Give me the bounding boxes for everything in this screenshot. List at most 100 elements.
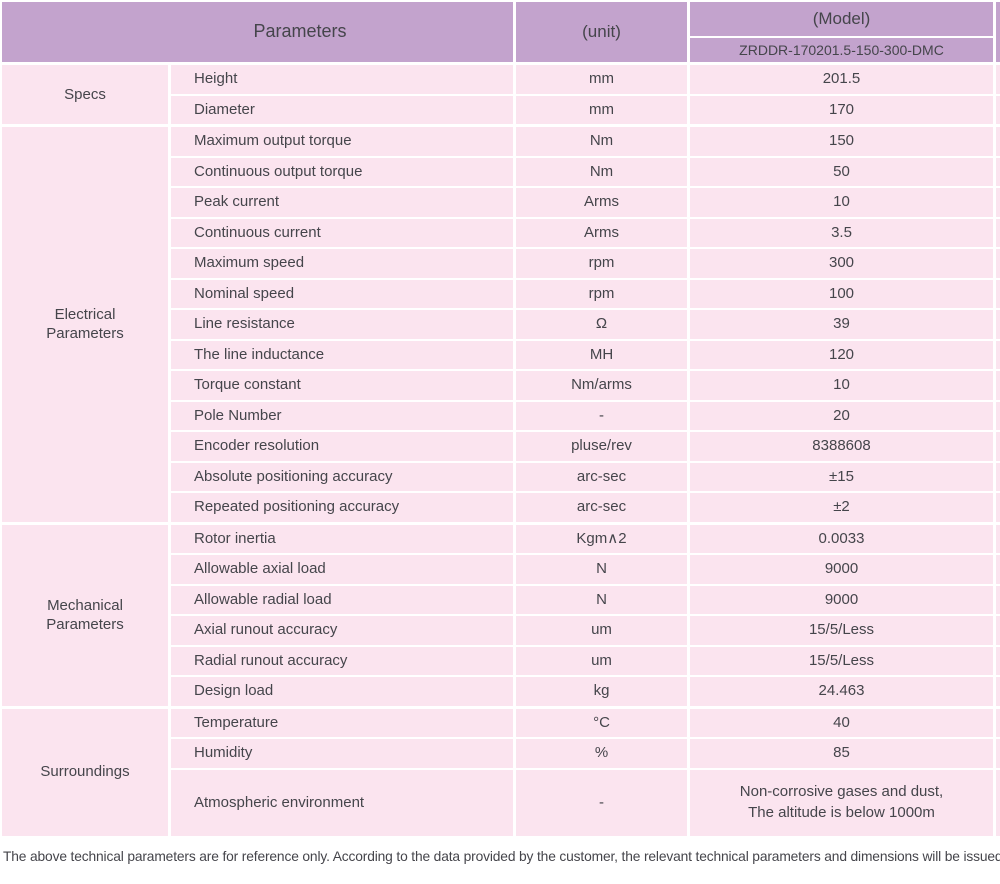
spec-table: Parameters (unit) (Model) ZRDDR-170201.5… [2, 2, 1000, 864]
table-right-edge [996, 95, 1000, 124]
section-specs: Specs Height mm 201.5 Diameter mm 170 [2, 65, 1000, 124]
table-right-edge [996, 65, 1000, 94]
unit-cell: Arms [516, 218, 687, 247]
unit-cell: mm [516, 65, 687, 94]
table-right-edge [996, 493, 1000, 522]
group-cell-electrical: Electrical Parameters [2, 127, 168, 522]
group-label-line2: Parameters [46, 325, 124, 343]
group-cell-surroundings: Surroundings [2, 708, 168, 836]
footer-note: The above technical parameters are for r… [3, 848, 1000, 864]
group-label: Specs [64, 85, 106, 103]
unit-cell: MH [516, 340, 687, 369]
value-cell: 15/5/Less [690, 646, 993, 675]
value-line: The altitude is below 1000m [748, 803, 935, 821]
value-cell: 15/5/Less [690, 616, 993, 645]
group-label: Electrical [54, 305, 116, 323]
value-cell: Non-corrosive gases and dust, The altitu… [690, 769, 993, 836]
unit-cell: Ω [516, 310, 687, 339]
param-cell: Radial runout accuracy [171, 646, 513, 675]
table-right-edge [996, 2, 1000, 62]
section-mechanical: Mechanical Parameters Rotor inertia Kgm∧… [2, 524, 1000, 706]
unit-cell: Nm [516, 157, 687, 186]
section-surroundings: Surroundings Temperature °C 40 Humidity … [2, 708, 1000, 836]
param-cell: Axial runout accuracy [171, 616, 513, 645]
value-cell: 10 [690, 188, 993, 217]
unit-cell: N [516, 555, 687, 584]
table-right-edge [996, 401, 1000, 430]
unit-cell: - [516, 769, 687, 836]
value-cell: ±2 [690, 493, 993, 522]
table-right-edge [996, 462, 1000, 491]
param-cell: Absolute positioning accuracy [171, 462, 513, 491]
unit-cell: um [516, 616, 687, 645]
table-right-edge [996, 708, 1000, 737]
unit-cell: N [516, 585, 687, 614]
value-cell: 201.5 [690, 65, 993, 94]
unit-cell: rpm [516, 279, 687, 308]
table-right-edge [996, 127, 1000, 156]
param-cell: Continuous output torque [171, 157, 513, 186]
header-model: (Model) [690, 2, 993, 36]
value-cell: 85 [690, 739, 993, 768]
table-right-edge [996, 432, 1000, 461]
table-right-edge [996, 524, 1000, 553]
unit-cell: % [516, 739, 687, 768]
param-cell: Allowable radial load [171, 585, 513, 614]
unit-cell: kg [516, 677, 687, 706]
table-right-edge [996, 769, 1000, 836]
value-cell: 24.463 [690, 677, 993, 706]
param-cell: Pole Number [171, 401, 513, 430]
group-cell-mechanical: Mechanical Parameters [2, 524, 168, 706]
group-label: Mechanical [47, 596, 123, 614]
param-cell: Allowable axial load [171, 555, 513, 584]
param-cell: Torque constant [171, 371, 513, 400]
table-right-edge [996, 340, 1000, 369]
value-line: Non-corrosive gases and dust, [739, 783, 944, 801]
group-label: Surroundings [40, 763, 130, 781]
table-right-edge [996, 646, 1000, 675]
table-right-edge [996, 279, 1000, 308]
value-cell: 8388608 [690, 432, 993, 461]
value-cell: 20 [690, 401, 993, 430]
table-right-edge [996, 310, 1000, 339]
value-cell: 120 [690, 340, 993, 369]
group-cell-specs: Specs [2, 65, 168, 124]
table-right-edge [996, 157, 1000, 186]
param-cell: Rotor inertia [171, 524, 513, 553]
unit-cell: arc-sec [516, 493, 687, 522]
value-cell: 40 [690, 708, 993, 737]
table-right-edge [996, 371, 1000, 400]
param-cell: Continuous current [171, 218, 513, 247]
unit-cell: - [516, 401, 687, 430]
value-cell: ±15 [690, 462, 993, 491]
param-cell: Nominal speed [171, 279, 513, 308]
unit-cell: Nm/arms [516, 371, 687, 400]
param-cell: Diameter [171, 95, 513, 124]
param-cell: Height [171, 65, 513, 94]
table-right-edge [996, 249, 1000, 278]
unit-cell: °C [516, 708, 687, 737]
value-cell: 10 [690, 371, 993, 400]
table-right-edge [996, 188, 1000, 217]
table-header: Parameters (unit) (Model) ZRDDR-170201.5… [2, 2, 1000, 62]
param-cell: Encoder resolution [171, 432, 513, 461]
value-cell: 100 [690, 279, 993, 308]
unit-cell: arc-sec [516, 462, 687, 491]
table-right-edge [996, 218, 1000, 247]
value-cell: 3.5 [690, 218, 993, 247]
table-right-edge [996, 616, 1000, 645]
unit-cell: mm [516, 95, 687, 124]
param-cell: Atmospheric environment [171, 769, 513, 836]
section-electrical: Electrical Parameters Maximum output tor… [2, 127, 1000, 522]
unit-cell: um [516, 646, 687, 675]
param-cell: Design load [171, 677, 513, 706]
table-right-edge [996, 739, 1000, 768]
value-cell: 0.0033 [690, 524, 993, 553]
unit-cell: rpm [516, 249, 687, 278]
value-cell: 39 [690, 310, 993, 339]
header-model-value: ZRDDR-170201.5-150-300-DMC [690, 38, 993, 62]
param-cell: Line resistance [171, 310, 513, 339]
param-cell: Maximum output torque [171, 127, 513, 156]
unit-cell: Kgm∧2 [516, 524, 687, 553]
param-cell: Temperature [171, 708, 513, 737]
